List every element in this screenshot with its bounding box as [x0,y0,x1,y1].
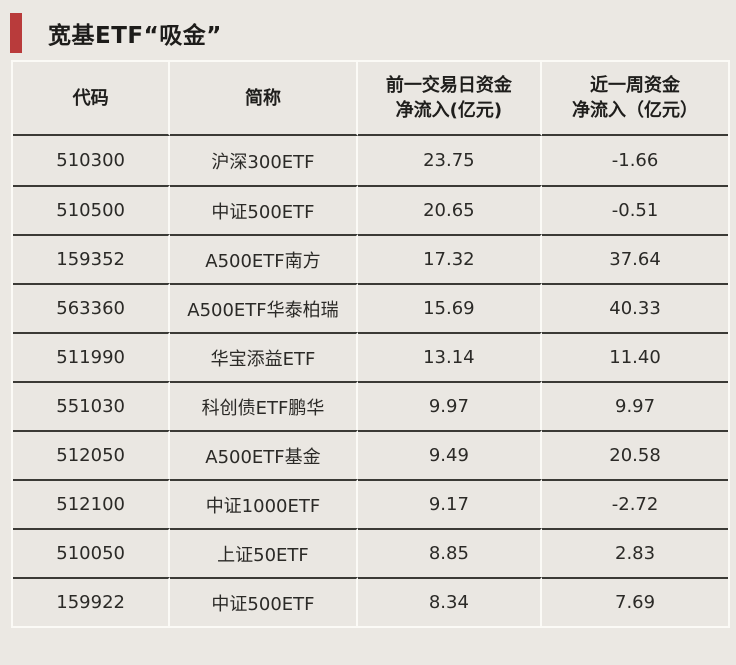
cell-name: 沪深300ETF [170,136,358,185]
cell-name: A500ETF南方 [170,234,358,283]
header-line: 前一交易日资金 [385,75,512,96]
table-row: 159922 中证500ETF 8.34 7.69 [13,577,728,626]
table-row: 551030 科创债ETF鹏华 9.97 9.97 [13,381,728,430]
cell-prev-day-flow: 20.65 [357,185,543,234]
table-row: 563360 A500ETF华泰柏瑞 15.69 40.33 [13,283,728,332]
cell-prev-day-flow: 9.17 [357,479,543,528]
cell-code: 159352 [13,234,171,283]
cell-week-flow: 7.69 [542,577,728,626]
cell-week-flow: -0.51 [542,185,728,234]
cell-code: 512100 [13,479,171,528]
cell-name: A500ETF基金 [170,430,358,479]
cell-prev-day-flow: 13.14 [357,332,543,381]
cell-prev-day-flow: 8.85 [357,528,543,577]
cell-code: 551030 [13,381,171,430]
header-line: 近一周资金 [590,75,681,96]
cell-code: 510050 [13,528,171,577]
cell-prev-day-flow: 9.97 [357,381,543,430]
cell-name: A500ETF华泰柏瑞 [170,283,358,332]
cell-name: 中证500ETF [170,185,358,234]
cell-code: 511990 [13,332,171,381]
cell-week-flow: 37.64 [542,234,728,283]
cell-code: 510300 [13,136,171,185]
etf-flow-table: 代码 简称 前一交易日资金 净流入(亿元) 近一周资金 净流入（亿元） 5103… [11,60,730,628]
table-row: 159352 A500ETF南方 17.32 37.64 [13,234,728,283]
cell-code: 159922 [13,577,171,626]
table-row: 512100 中证1000ETF 9.17 -2.72 [13,479,728,528]
cell-prev-day-flow: 15.69 [357,283,543,332]
table-row: 512050 A500ETF基金 9.49 20.58 [13,430,728,479]
header-line: 代码 [72,87,109,109]
table-row: 510300 沪深300ETF 23.75 -1.66 [13,136,728,185]
cell-name: 中证500ETF [170,577,358,626]
cell-week-flow: -1.66 [611,150,659,171]
cell-code: 563360 [13,283,171,332]
header-line: 简称 [244,87,281,109]
col-header-code: 代码 [13,62,171,136]
cell-code: 512050 [13,430,171,479]
cell-prev-day-flow: 9.49 [357,430,543,479]
col-header-week-flow: 近一周资金 净流入（亿元） [542,62,728,136]
table-row: 510050 上证50ETF 8.85 2.83 [13,528,728,577]
col-header-prev-day-flow: 前一交易日资金 净流入(亿元) [357,62,543,136]
header-line: 净流入(亿元) [395,100,503,121]
title-accent-bar [10,13,22,53]
cell-prev-day-flow: 8.34 [357,577,543,626]
cell-week-flow: 9.97 [542,381,728,430]
col-header-name: 简称 [170,62,358,136]
cell-prev-day-flow: 17.32 [357,234,543,283]
cell-week-flow: 2.83 [542,528,728,577]
header-row: 代码 简称 前一交易日资金 净流入(亿元) 近一周资金 净流入（亿元） [13,62,728,136]
table-row: 510500 中证500ETF 20.65 -0.51 [13,185,728,234]
cell-week-flow: 40.33 [542,283,728,332]
cell-name: 上证50ETF [170,528,358,577]
cell-name: 科创债ETF鹏华 [170,381,358,430]
page-title: 宽基ETF“吸金” [48,23,222,49]
cell-code: 510500 [13,185,171,234]
cell-name: 中证1000ETF [170,479,358,528]
header-line: 净流入（亿元） [572,100,699,121]
table-row: 511990 华宝添益ETF 13.14 11.40 [13,332,728,381]
cell-week-flow: 11.40 [542,332,728,381]
etf-flow-table-container: 代码 简称 前一交易日资金 净流入(亿元) 近一周资金 净流入（亿元） 5103… [11,60,736,628]
cell-prev-day-flow: 23.75 [358,136,543,185]
cell-name: 华宝添益ETF [170,332,358,381]
cell-week-flow: -2.72 [542,479,728,528]
page-header: 宽基ETF“吸金” [0,0,736,53]
cell-week-flow: 20.58 [542,430,728,479]
